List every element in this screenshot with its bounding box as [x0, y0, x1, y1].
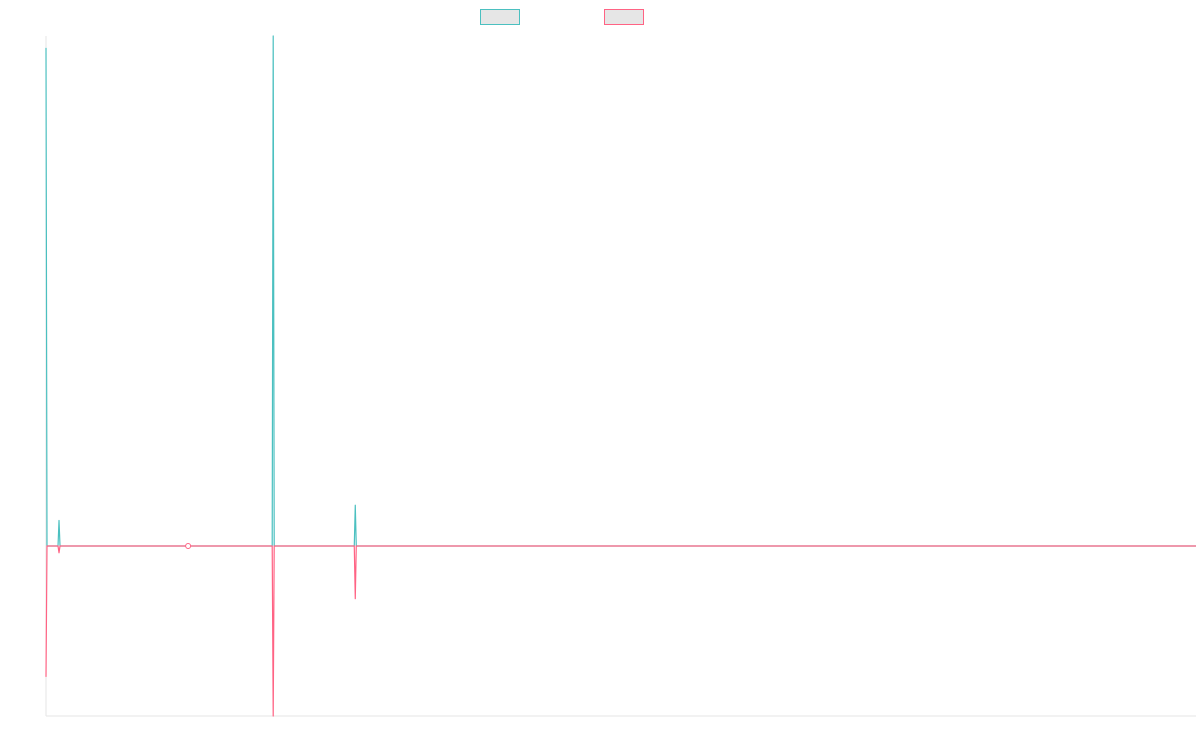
legend-swatch-series-2	[604, 9, 644, 25]
legend	[0, 9, 1200, 27]
series-line-2[interactable]	[45, 545, 1196, 717]
series-line-1[interactable]	[45, 35, 1196, 547]
legend-item-series-2[interactable]	[604, 9, 650, 25]
legend-item-series-1[interactable]	[480, 9, 526, 25]
legend-swatch-series-1	[480, 9, 520, 25]
data-point-marker[interactable]	[185, 543, 192, 549]
